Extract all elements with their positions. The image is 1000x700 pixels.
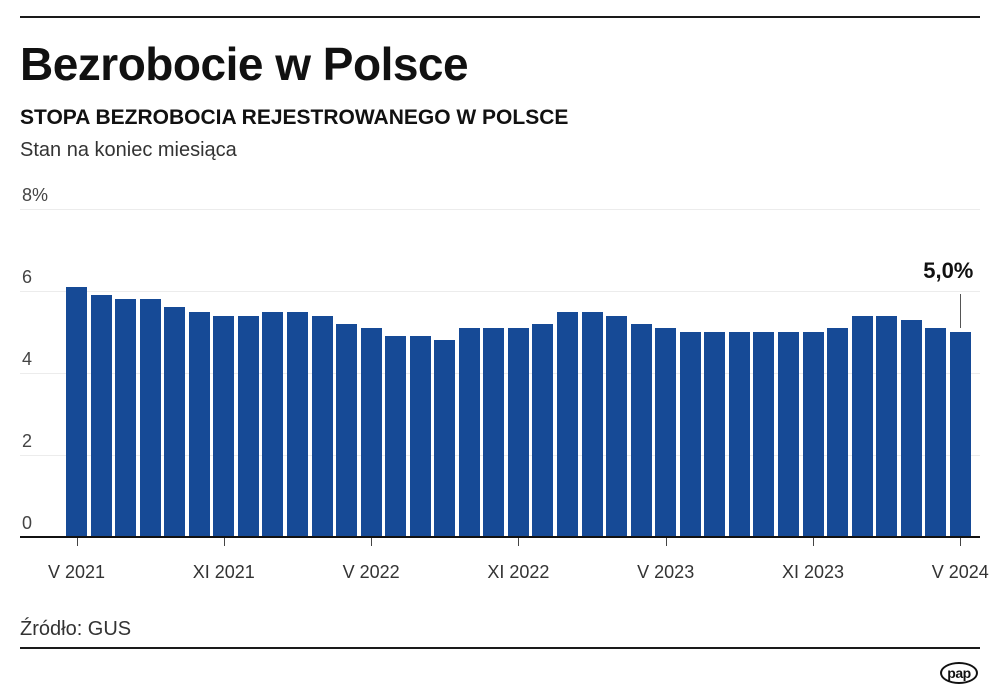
bar bbox=[777, 332, 799, 537]
x-tick bbox=[518, 538, 520, 546]
chart-subtitle: STOPA BEZROBOCIA REJESTROWANEGO W POLSCE bbox=[20, 106, 569, 129]
bar bbox=[679, 332, 701, 537]
x-axis-label: V 2022 bbox=[342, 562, 400, 582]
y-axis-label: 2 bbox=[22, 431, 33, 451]
top-rule bbox=[20, 16, 980, 18]
bar bbox=[704, 332, 726, 537]
y-axis-label: 4 bbox=[22, 349, 33, 369]
x-axis-label: V 2023 bbox=[637, 562, 695, 582]
bar bbox=[507, 327, 529, 537]
bar bbox=[483, 327, 505, 537]
gridline bbox=[20, 209, 980, 210]
bar bbox=[262, 311, 284, 537]
bar bbox=[385, 336, 407, 537]
bar bbox=[139, 299, 161, 537]
pap-logo: pap bbox=[940, 662, 978, 684]
source-label: Źródło: GUS bbox=[20, 618, 132, 640]
bar bbox=[458, 327, 480, 537]
x-axis-label: V 2024 bbox=[931, 562, 989, 582]
bar bbox=[532, 323, 554, 537]
bar bbox=[188, 311, 210, 537]
x-axis bbox=[20, 536, 980, 538]
x-tick bbox=[223, 538, 225, 546]
bar bbox=[827, 327, 849, 537]
x-axis-label: V 2021 bbox=[47, 562, 106, 582]
bar bbox=[336, 323, 358, 537]
bottom-rule bbox=[20, 647, 980, 649]
x-tick bbox=[76, 538, 78, 546]
bar bbox=[434, 340, 456, 537]
bar bbox=[753, 332, 775, 537]
bar bbox=[630, 323, 652, 537]
bar bbox=[851, 315, 873, 537]
bar bbox=[728, 332, 750, 537]
x-axis-label: XI 2022 bbox=[487, 562, 550, 582]
bar bbox=[925, 327, 947, 537]
bar bbox=[581, 311, 603, 537]
bar bbox=[802, 332, 824, 537]
x-axis-label: XI 2021 bbox=[192, 562, 255, 582]
bar bbox=[213, 315, 235, 537]
y-axis-label: 6 bbox=[22, 267, 33, 287]
annotation-label: 5,0% bbox=[923, 258, 974, 283]
y-axis-label: 8% bbox=[22, 185, 49, 205]
x-tick bbox=[813, 538, 814, 546]
y-axis-label: 0 bbox=[22, 513, 33, 533]
gridline bbox=[20, 291, 980, 292]
bar bbox=[66, 286, 87, 537]
annotation-leader-line bbox=[960, 294, 962, 328]
bar bbox=[949, 332, 971, 537]
bar bbox=[409, 336, 431, 537]
bar bbox=[900, 319, 922, 537]
bar bbox=[286, 311, 308, 537]
bar bbox=[237, 315, 259, 537]
bar bbox=[606, 315, 628, 537]
bar bbox=[876, 315, 898, 537]
bar bbox=[90, 295, 112, 537]
x-tick bbox=[371, 538, 373, 546]
bar bbox=[655, 327, 677, 537]
x-tick bbox=[960, 538, 962, 546]
x-axis-label: XI 2023 bbox=[781, 562, 845, 582]
chart-note: Stan na koniec miesiąca bbox=[20, 139, 237, 161]
page-title: Bezrobocie w Polsce bbox=[20, 38, 469, 90]
bar bbox=[360, 327, 382, 537]
bar bbox=[311, 315, 333, 537]
x-tick bbox=[665, 538, 667, 546]
bar bbox=[164, 307, 186, 537]
bar bbox=[115, 299, 137, 537]
bar bbox=[557, 311, 578, 537]
